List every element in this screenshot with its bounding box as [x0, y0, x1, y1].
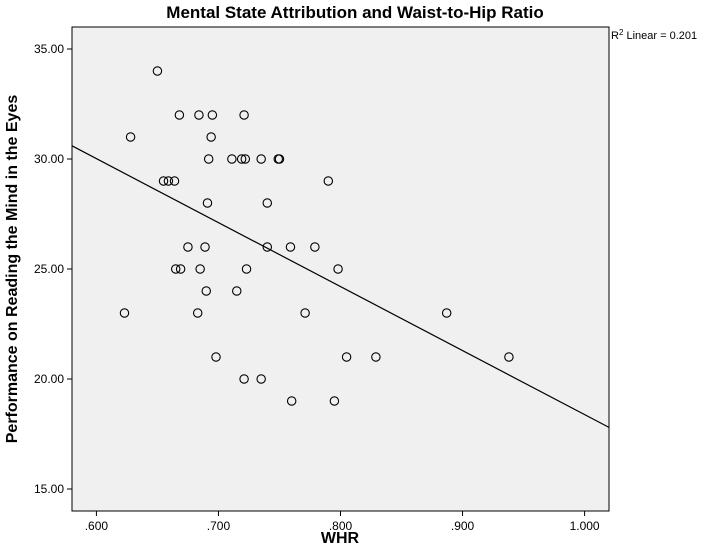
data-point — [183, 242, 193, 252]
data-point — [152, 66, 163, 76]
r2-prefix: R — [611, 30, 619, 42]
data-point — [241, 264, 252, 274]
data-point — [285, 242, 296, 252]
data-point — [256, 374, 266, 384]
y-tick-label: 20.00 — [34, 372, 64, 386]
plot-area — [71, 26, 610, 512]
data-point — [262, 198, 273, 208]
x-tick-label: .800 — [329, 519, 353, 533]
data-point — [333, 264, 343, 274]
data-point — [300, 308, 310, 318]
y-axis-label: Performance on Reading the Mind in the E… — [4, 95, 21, 444]
x-tick-label: 1.000 — [570, 519, 600, 533]
data-point — [211, 352, 221, 362]
x-axis-label: WHR — [321, 530, 360, 547]
linear-fit-line — [71, 145, 610, 428]
data-point — [158, 176, 169, 186]
chart-title: Mental State Attribution and Waist-to-Hi… — [166, 3, 543, 22]
r2-annotation: R2 Linear = 0.201 — [611, 28, 697, 42]
fit-line-layer — [71, 145, 610, 428]
data-point — [206, 132, 216, 142]
data-point — [262, 242, 273, 252]
axis-ticks: 15.00 20.00 25.00 30.00 35.00 .600 .700 .800 .90… — [34, 42, 600, 533]
data-point — [169, 176, 180, 186]
data-point — [125, 132, 136, 142]
data-point — [323, 176, 334, 186]
y-tick-label: 30.00 — [34, 152, 64, 166]
data-point — [207, 110, 218, 120]
data-point — [504, 352, 514, 362]
data-point — [441, 308, 452, 318]
data-point — [310, 242, 320, 252]
data-point — [119, 308, 130, 318]
data-point — [274, 154, 285, 164]
data-point — [192, 308, 203, 318]
data-point — [194, 110, 204, 120]
y-tick-label: 15.00 — [34, 482, 64, 496]
data-point — [256, 154, 266, 164]
data-point — [341, 352, 352, 362]
r2-value: Linear = 0.201 — [623, 30, 697, 42]
x-tick-label: .900 — [451, 519, 475, 533]
data-point — [174, 110, 185, 120]
data-points — [119, 66, 514, 406]
data-point — [170, 264, 181, 274]
y-tick-label: 25.00 — [34, 262, 64, 276]
data-point — [175, 264, 186, 274]
data-point — [239, 374, 249, 384]
data-point — [203, 154, 214, 164]
data-point — [329, 396, 340, 406]
data-point — [195, 264, 205, 274]
data-point — [200, 242, 210, 252]
x-tick-label: .600 — [85, 519, 109, 533]
x-tick-label: .700 — [207, 519, 231, 533]
data-point — [232, 286, 242, 296]
data-point — [239, 110, 249, 120]
data-point — [202, 198, 213, 208]
data-point — [163, 176, 174, 186]
data-point — [240, 154, 251, 164]
data-point — [227, 154, 237, 164]
data-point — [371, 352, 381, 362]
data-point — [236, 154, 247, 164]
data-point — [201, 286, 212, 296]
data-point — [286, 396, 297, 406]
r2-superscript: 2 — [619, 28, 624, 37]
y-tick-label: 35.00 — [34, 42, 64, 56]
